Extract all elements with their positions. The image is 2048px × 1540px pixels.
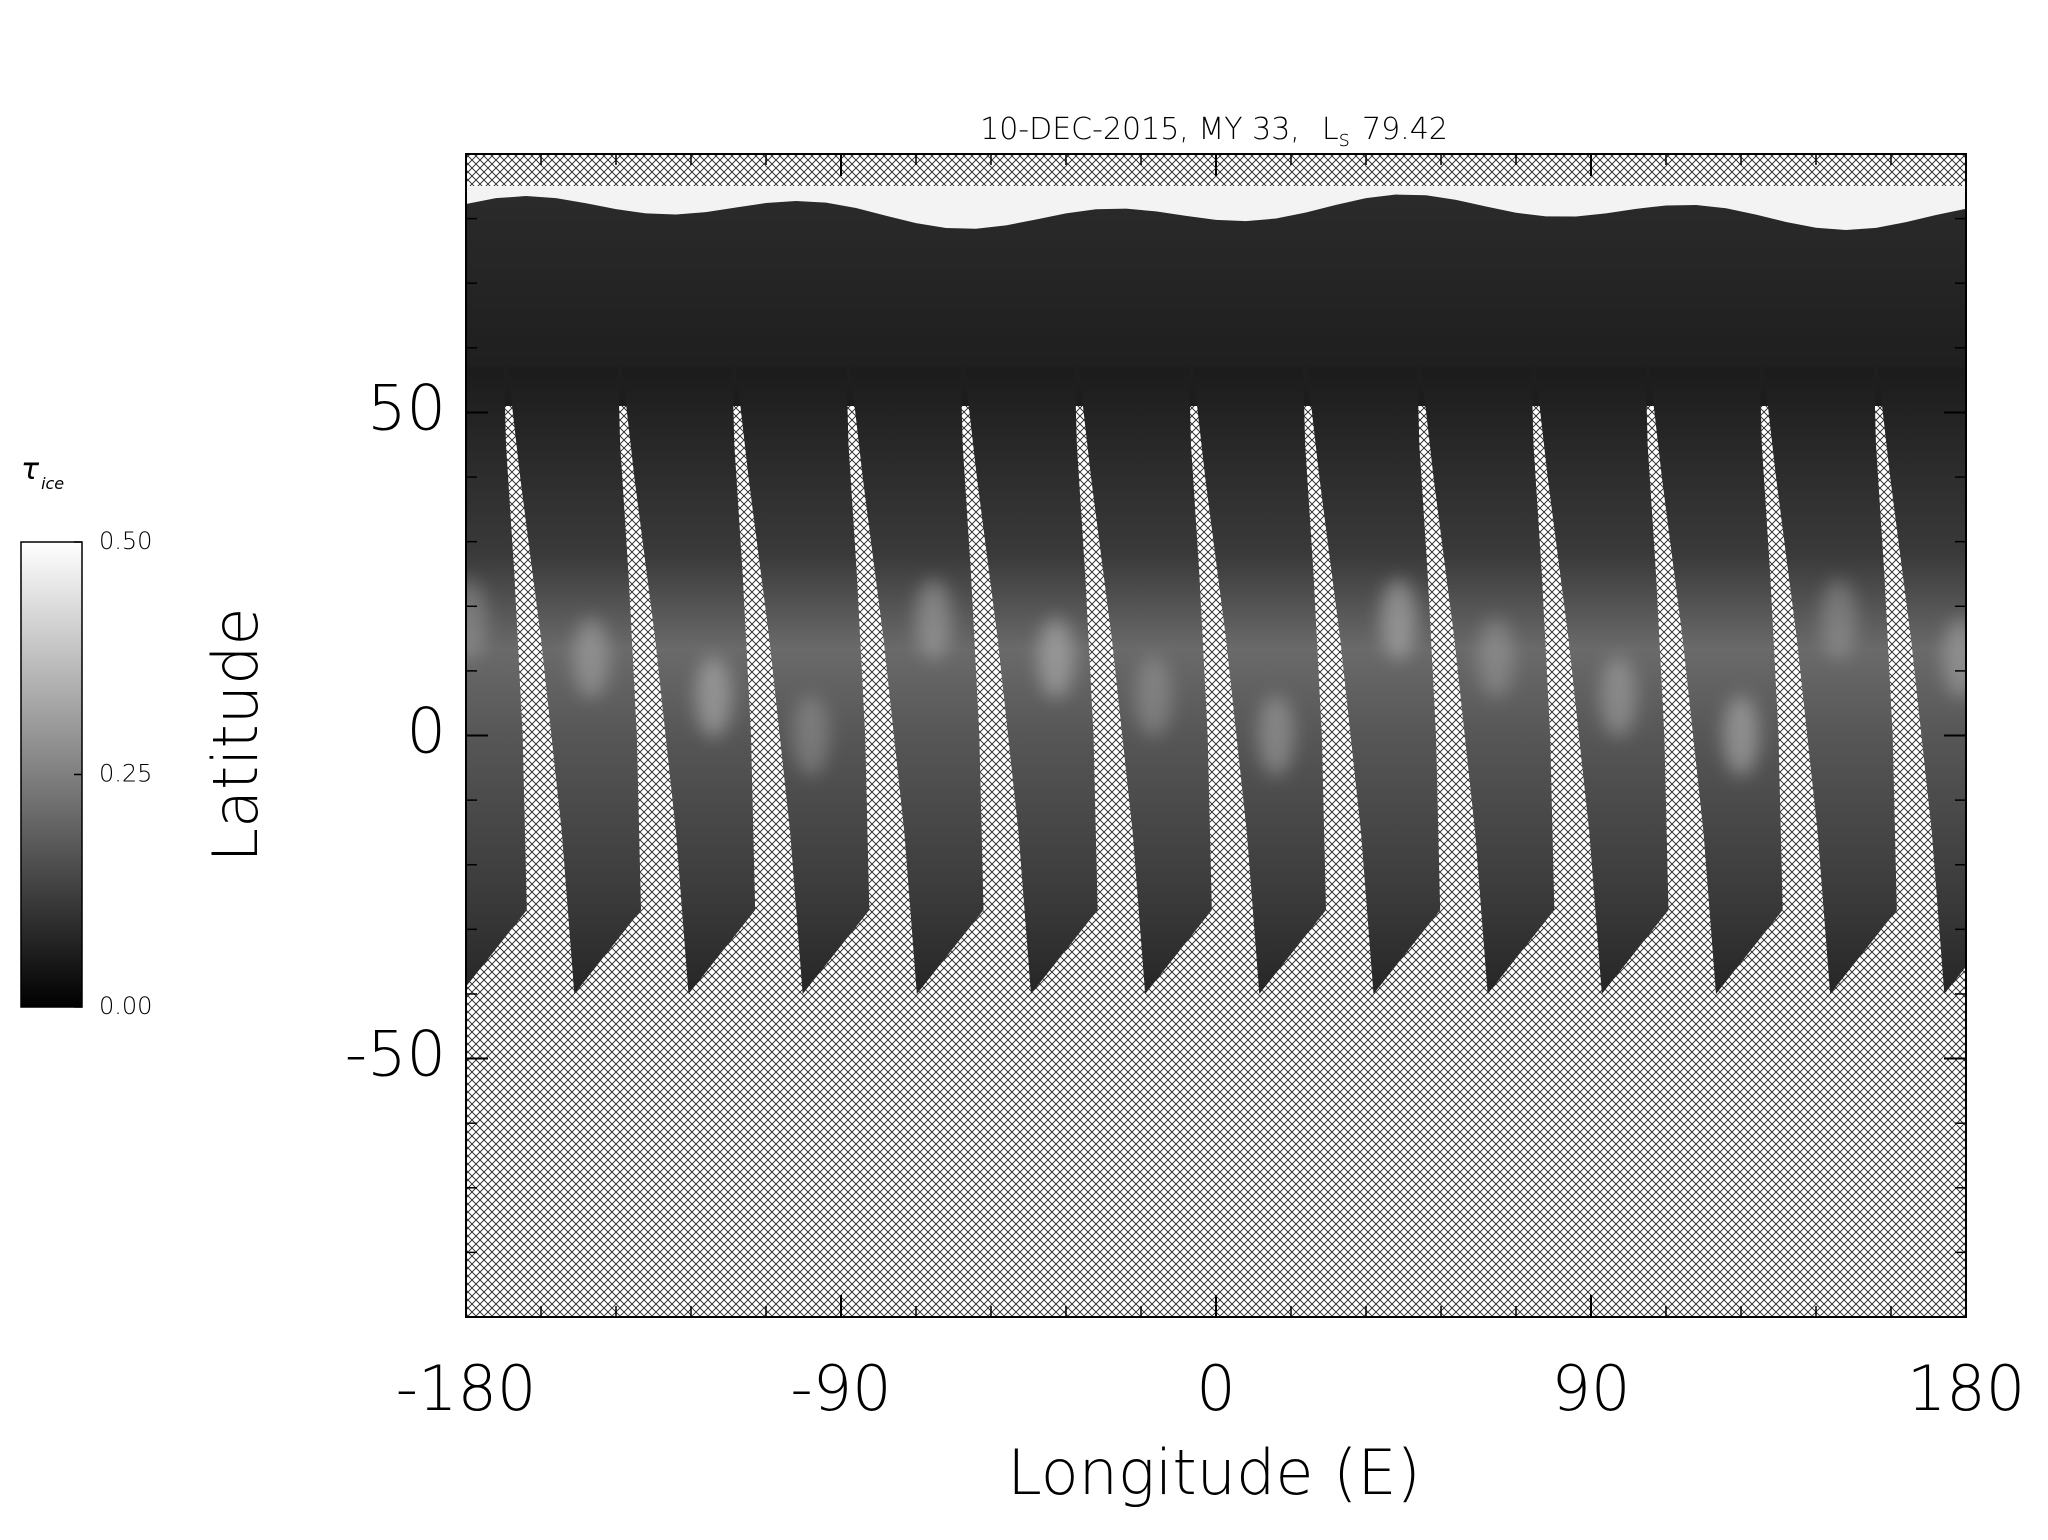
x-tick-label: 0 (1196, 1352, 1235, 1425)
cloud-patch (696, 657, 732, 737)
map-image (394, 154, 2048, 1317)
colorbar-tick-label: 0.25 (99, 760, 152, 788)
ls-symbol: L (1322, 112, 1339, 147)
swath (394, 367, 527, 994)
ls-subscript: s (1339, 127, 1350, 152)
cloud-patch (451, 579, 487, 659)
x-tick-label: 180 (1907, 1352, 2025, 1425)
cloud-patch (1943, 618, 1979, 698)
x-tick-label: -180 (396, 1352, 537, 1425)
cloud-patch (916, 579, 952, 659)
title-text: 10-DEC-2015, MY 33, (980, 112, 1300, 147)
y-tick-label: 0 (407, 695, 446, 768)
cloud-patch (1821, 579, 1857, 659)
swath (1992, 367, 2048, 994)
x-axis-title: Longitude (E) (1007, 1436, 1420, 1509)
ls-value: 79.42 (1362, 112, 1448, 147)
colorbar-tick-label: 0.00 (99, 992, 152, 1020)
x-tick-label: 90 (1552, 1352, 1631, 1425)
y-tick-label: -50 (345, 1018, 446, 1091)
x-tick-label: -90 (790, 1352, 891, 1425)
cloud-patch (1601, 657, 1637, 737)
cloud-patch (1136, 657, 1172, 737)
colorbar-subscript: ice (41, 474, 64, 493)
y-tick-label: 50 (367, 371, 446, 444)
chart-title: 10-DEC-2015, MY 33, Ls 79.42 (980, 112, 1448, 153)
cloud-patch (793, 696, 829, 776)
cloud-patch (1038, 618, 1074, 698)
cloud-patch (1478, 618, 1514, 698)
y-axis-title: Latitude (199, 607, 272, 862)
cloud-patch (573, 618, 609, 698)
cloud-patch (1723, 696, 1759, 776)
colorbar-symbol: τ (21, 452, 40, 487)
colorbar (21, 542, 82, 1007)
cloud-patch (1381, 579, 1417, 659)
cloud-patch (1258, 696, 1294, 776)
colorbar-tick-label: 0.50 (99, 527, 152, 555)
